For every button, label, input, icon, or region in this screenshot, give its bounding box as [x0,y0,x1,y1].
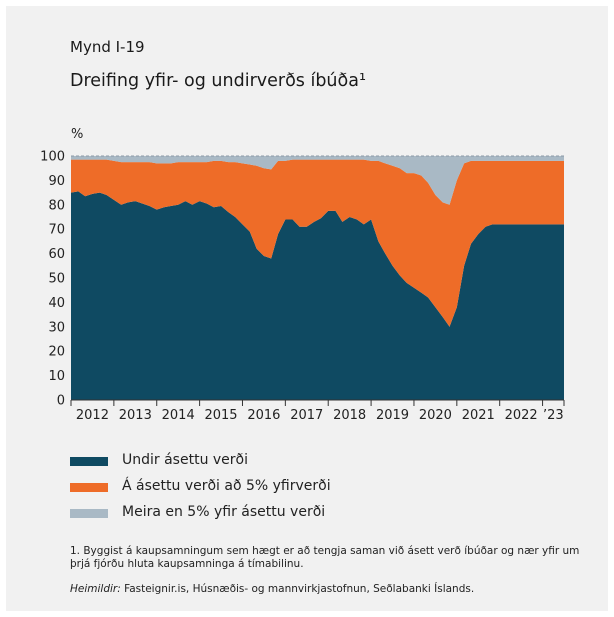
x-tick-label: 2014 [162,408,195,423]
y-tick-label: 80 [48,198,65,213]
x-tick-label: ’23 [543,408,564,423]
legend-swatch-below [70,457,108,466]
x-tick-label: 2020 [419,408,452,423]
legend-swatch-at-to-5 [70,483,108,492]
legend-label-at-to-5: Á ásettu verði að 5% yfirverði [122,478,331,494]
legend-label-above-5: Meira en 5% yfir ásettu verði [122,504,326,520]
area-at-to-5pct-above [71,159,564,327]
footnote: 1. Byggist á kaupsamningum sem hægt er a… [70,545,580,570]
x-tick-label: 2016 [247,408,280,423]
x-tick-label: 2019 [376,408,409,423]
chart-axes: 0 10 20 30 40 50 60 70 80 90 100 2012 2013 2014 2015 20… [40,150,565,423]
y-tick-label: 100 [40,150,65,165]
x-tick-label: 2017 [290,408,323,423]
sources-text: Fasteignir.is, Húsnæðis- og mannvirkjast… [120,583,475,595]
y-tick-label: 0 [57,394,65,409]
y-axis-unit: % [71,127,83,142]
y-tick-label: 90 [48,174,65,189]
y-tick-label: 70 [48,223,65,238]
y-tick-label: 50 [48,272,65,287]
chart: 0 10 20 30 40 50 60 70 80 90 100 2012 2013 2014 2015 20… [40,127,565,423]
x-tick-label: 2021 [462,408,495,423]
legend-label-below: Undir ásettu verði [122,452,248,468]
sources: Heimildir: Fasteignir.is, Húsnæðis- og m… [70,583,474,595]
x-tick-label: 2022 [505,408,538,423]
y-tick-label: 40 [48,296,65,311]
x-tick-label: 2012 [76,408,109,423]
y-tick-label: 20 [48,345,65,360]
area-over-5pct-above [71,156,564,205]
area-below-asking [71,191,564,400]
x-tick-label: 2013 [119,408,152,423]
sources-label: Heimildir: [70,583,121,595]
chart-areas [71,156,564,400]
y-tick-label: 30 [48,320,65,335]
y-tick-label: 10 [48,369,65,384]
y-tick-label: 60 [48,247,65,262]
figure-number: Mynd I-19 [70,38,145,56]
x-tick-label: 2015 [204,408,237,423]
legend-swatch-above-5 [70,509,108,518]
chart-title: Dreifing yfir- og undirverðs íbúða¹ [70,71,366,91]
x-tick-label: 2018 [333,408,366,423]
